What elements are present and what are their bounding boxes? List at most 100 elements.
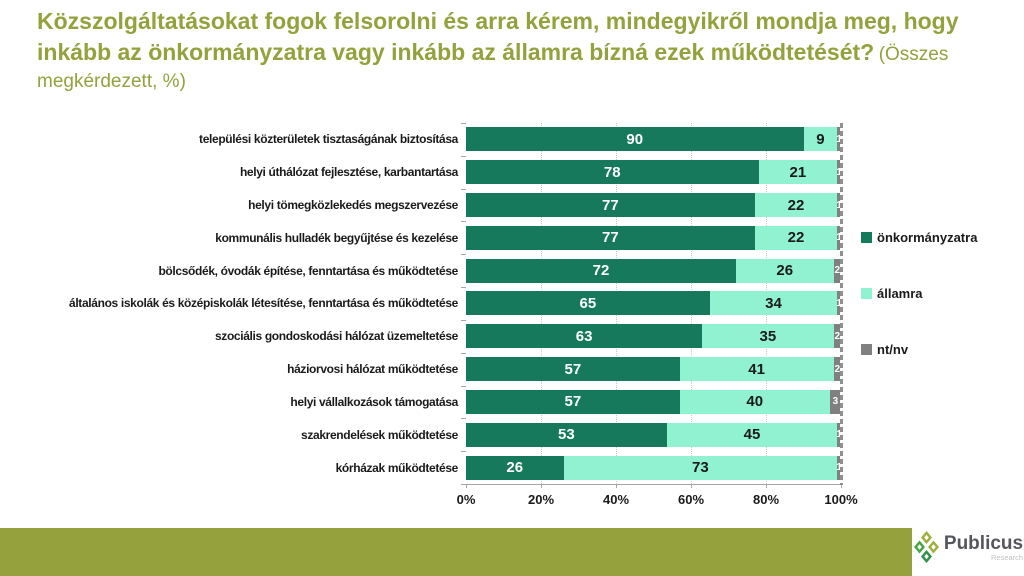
- category-label: szakrendelések működtetése: [301, 427, 458, 442]
- bar-segment-onkormanyzatra: 72: [466, 258, 736, 283]
- bar-segment-ntnv: 2: [833, 324, 841, 349]
- category-label: helyi vállalkozások támogatása: [290, 394, 458, 409]
- bar-segment-onkormanyzatra: 65: [466, 291, 710, 316]
- category-label: szociális gondoskodási hálózat üzemeltet…: [214, 329, 458, 344]
- category-label: általános iskolák és középiskolák létesí…: [69, 296, 458, 311]
- y-axis-tick: [461, 155, 466, 157]
- y-axis-tick: [461, 188, 466, 190]
- chart-row: kórházak működtetése 26 73 1: [8, 451, 842, 484]
- bar-value-label: 1: [836, 167, 842, 178]
- chart-row: bölcsődék, óvodák építése, fenntartása é…: [8, 254, 841, 287]
- x-axis-label: 100%: [824, 492, 858, 507]
- bar-value-label: 2: [834, 363, 841, 375]
- category-label: helyi úthálózat fejlesztése, karbantartá…: [239, 165, 458, 180]
- bar-segment-onkormanyzatra: 78: [466, 160, 759, 185]
- bar-segment-allamra: 45: [666, 422, 838, 447]
- stacked-bar: 65 34 1: [466, 291, 842, 316]
- bar-value-label: 1: [836, 232, 842, 243]
- bar-segment-ntnv: 2: [833, 258, 841, 283]
- chart-legend: önkormányzatra államra nt/nv: [861, 230, 977, 357]
- x-axis-label: 80%: [752, 492, 780, 507]
- chart-row: helyi tömegközlekedés megszervezése 77 22 1: [8, 189, 842, 222]
- bar-value-label: 53: [558, 426, 575, 444]
- category-label: háziorvosi hálózat működtetése: [287, 362, 458, 377]
- publicus-diamonds-icon: [913, 531, 939, 563]
- stacked-bar: 63 35 2: [466, 324, 841, 349]
- bar-segment-ntnv: 1: [836, 225, 842, 250]
- bar-value-label: 77: [602, 196, 619, 214]
- y-axis-tick: [461, 484, 466, 485]
- category-label: helyi tömegközlekedés megszervezése: [248, 198, 458, 213]
- x-axis-tick: [616, 484, 617, 488]
- x-axis-tick: [766, 484, 767, 488]
- bar-segment-allamra: 9: [803, 127, 838, 152]
- bar-value-label: 34: [765, 294, 782, 312]
- chart-row: általános iskolák és középiskolák létesí…: [8, 287, 842, 320]
- legend-label: önkormányzatra: [877, 230, 978, 245]
- x-axis-label: 60%: [677, 492, 705, 507]
- stacked-bar: 77 22 1: [466, 193, 842, 218]
- legend-item-ntnv: nt/nv: [861, 342, 977, 357]
- bar-value-label: 1: [836, 298, 842, 309]
- publicus-logo-text: Publicus Research: [944, 534, 1023, 562]
- chart-row: szakrendelések működtetése 53 45 1: [8, 418, 842, 451]
- bar-value-label: 72: [592, 262, 610, 280]
- bar-segment-onkormanyzatra: 26: [466, 455, 564, 480]
- x-axis-tick: [466, 484, 467, 488]
- bar-segment-onkormanyzatra: 63: [466, 324, 703, 349]
- bar-value-label: 77: [602, 229, 619, 247]
- bar-value-label: 21: [789, 163, 807, 181]
- stacked-bar: 53 45 1: [466, 422, 842, 447]
- bar-segment-allamra: 22: [754, 193, 838, 218]
- bar-value-label: 1: [836, 134, 842, 145]
- legend-item-onkormanyzatra: önkormányzatra: [861, 230, 977, 245]
- bar-segment-ntnv: 1: [836, 160, 842, 185]
- bar-value-label: 26: [506, 459, 524, 477]
- bar-value-label: 45: [743, 426, 761, 444]
- x-axis-label: 0%: [456, 492, 476, 507]
- y-axis-tick: [461, 385, 466, 387]
- bar-segment-allamra: 73: [563, 455, 838, 480]
- bar-value-label: 22: [787, 196, 805, 214]
- bar-segment-allamra: 22: [754, 225, 838, 250]
- chart-row: kommunális hulladék begyűjtése és kezelé…: [8, 221, 842, 254]
- bar-segment-ntnv: 1: [836, 127, 842, 152]
- brand-subtitle: Research: [990, 552, 1024, 562]
- bar-value-label: 63: [575, 327, 593, 345]
- legend-marker: [861, 344, 872, 355]
- bar-value-label: 3: [832, 396, 839, 408]
- bar-segment-ntnv: 1: [836, 193, 842, 218]
- x-axis-label: 20%: [527, 492, 555, 507]
- bar-value-label: 1: [836, 429, 842, 440]
- bar-value-label: 35: [759, 327, 777, 345]
- chart-row: háziorvosi hálózat működtetése 57 41 2: [8, 353, 841, 386]
- bar-value-label: 1: [836, 462, 842, 473]
- bar-value-label: 90: [626, 130, 644, 148]
- bar-segment-onkormanyzatra: 77: [466, 225, 755, 250]
- stacked-bar: 26 73 1: [466, 455, 842, 480]
- bar-segment-allamra: 21: [758, 160, 838, 185]
- y-axis-tick: [461, 451, 466, 453]
- y-axis-tick: [461, 352, 466, 354]
- bar-segment-allamra: 34: [709, 291, 838, 316]
- category-label: települési közterületek tisztaságának bi…: [199, 132, 458, 147]
- x-axis-tick: [841, 484, 842, 488]
- y-axis-tick: [461, 123, 466, 124]
- stacked-bar: 78 21 1: [466, 160, 842, 185]
- chart-row: települési közterületek tisztaságának bi…: [8, 123, 842, 156]
- x-axis-tick: [541, 484, 542, 488]
- y-axis-tick: [461, 221, 466, 223]
- legend-label: nt/nv: [877, 342, 909, 357]
- y-axis-tick: [461, 418, 466, 420]
- bar-value-label: 22: [787, 229, 805, 247]
- x-axis-label: 40%: [602, 492, 630, 507]
- publicus-logo: Publicus Research: [912, 519, 1024, 576]
- bar-value-label: 2: [834, 265, 841, 277]
- bar-value-label: 73: [692, 459, 709, 477]
- legend-marker: [861, 232, 872, 243]
- bar-value-label: 26: [776, 262, 794, 280]
- stacked-bar: 57 41 2: [466, 357, 841, 382]
- bar-value-label: 57: [564, 393, 582, 411]
- bar-value-label: 9: [816, 130, 825, 148]
